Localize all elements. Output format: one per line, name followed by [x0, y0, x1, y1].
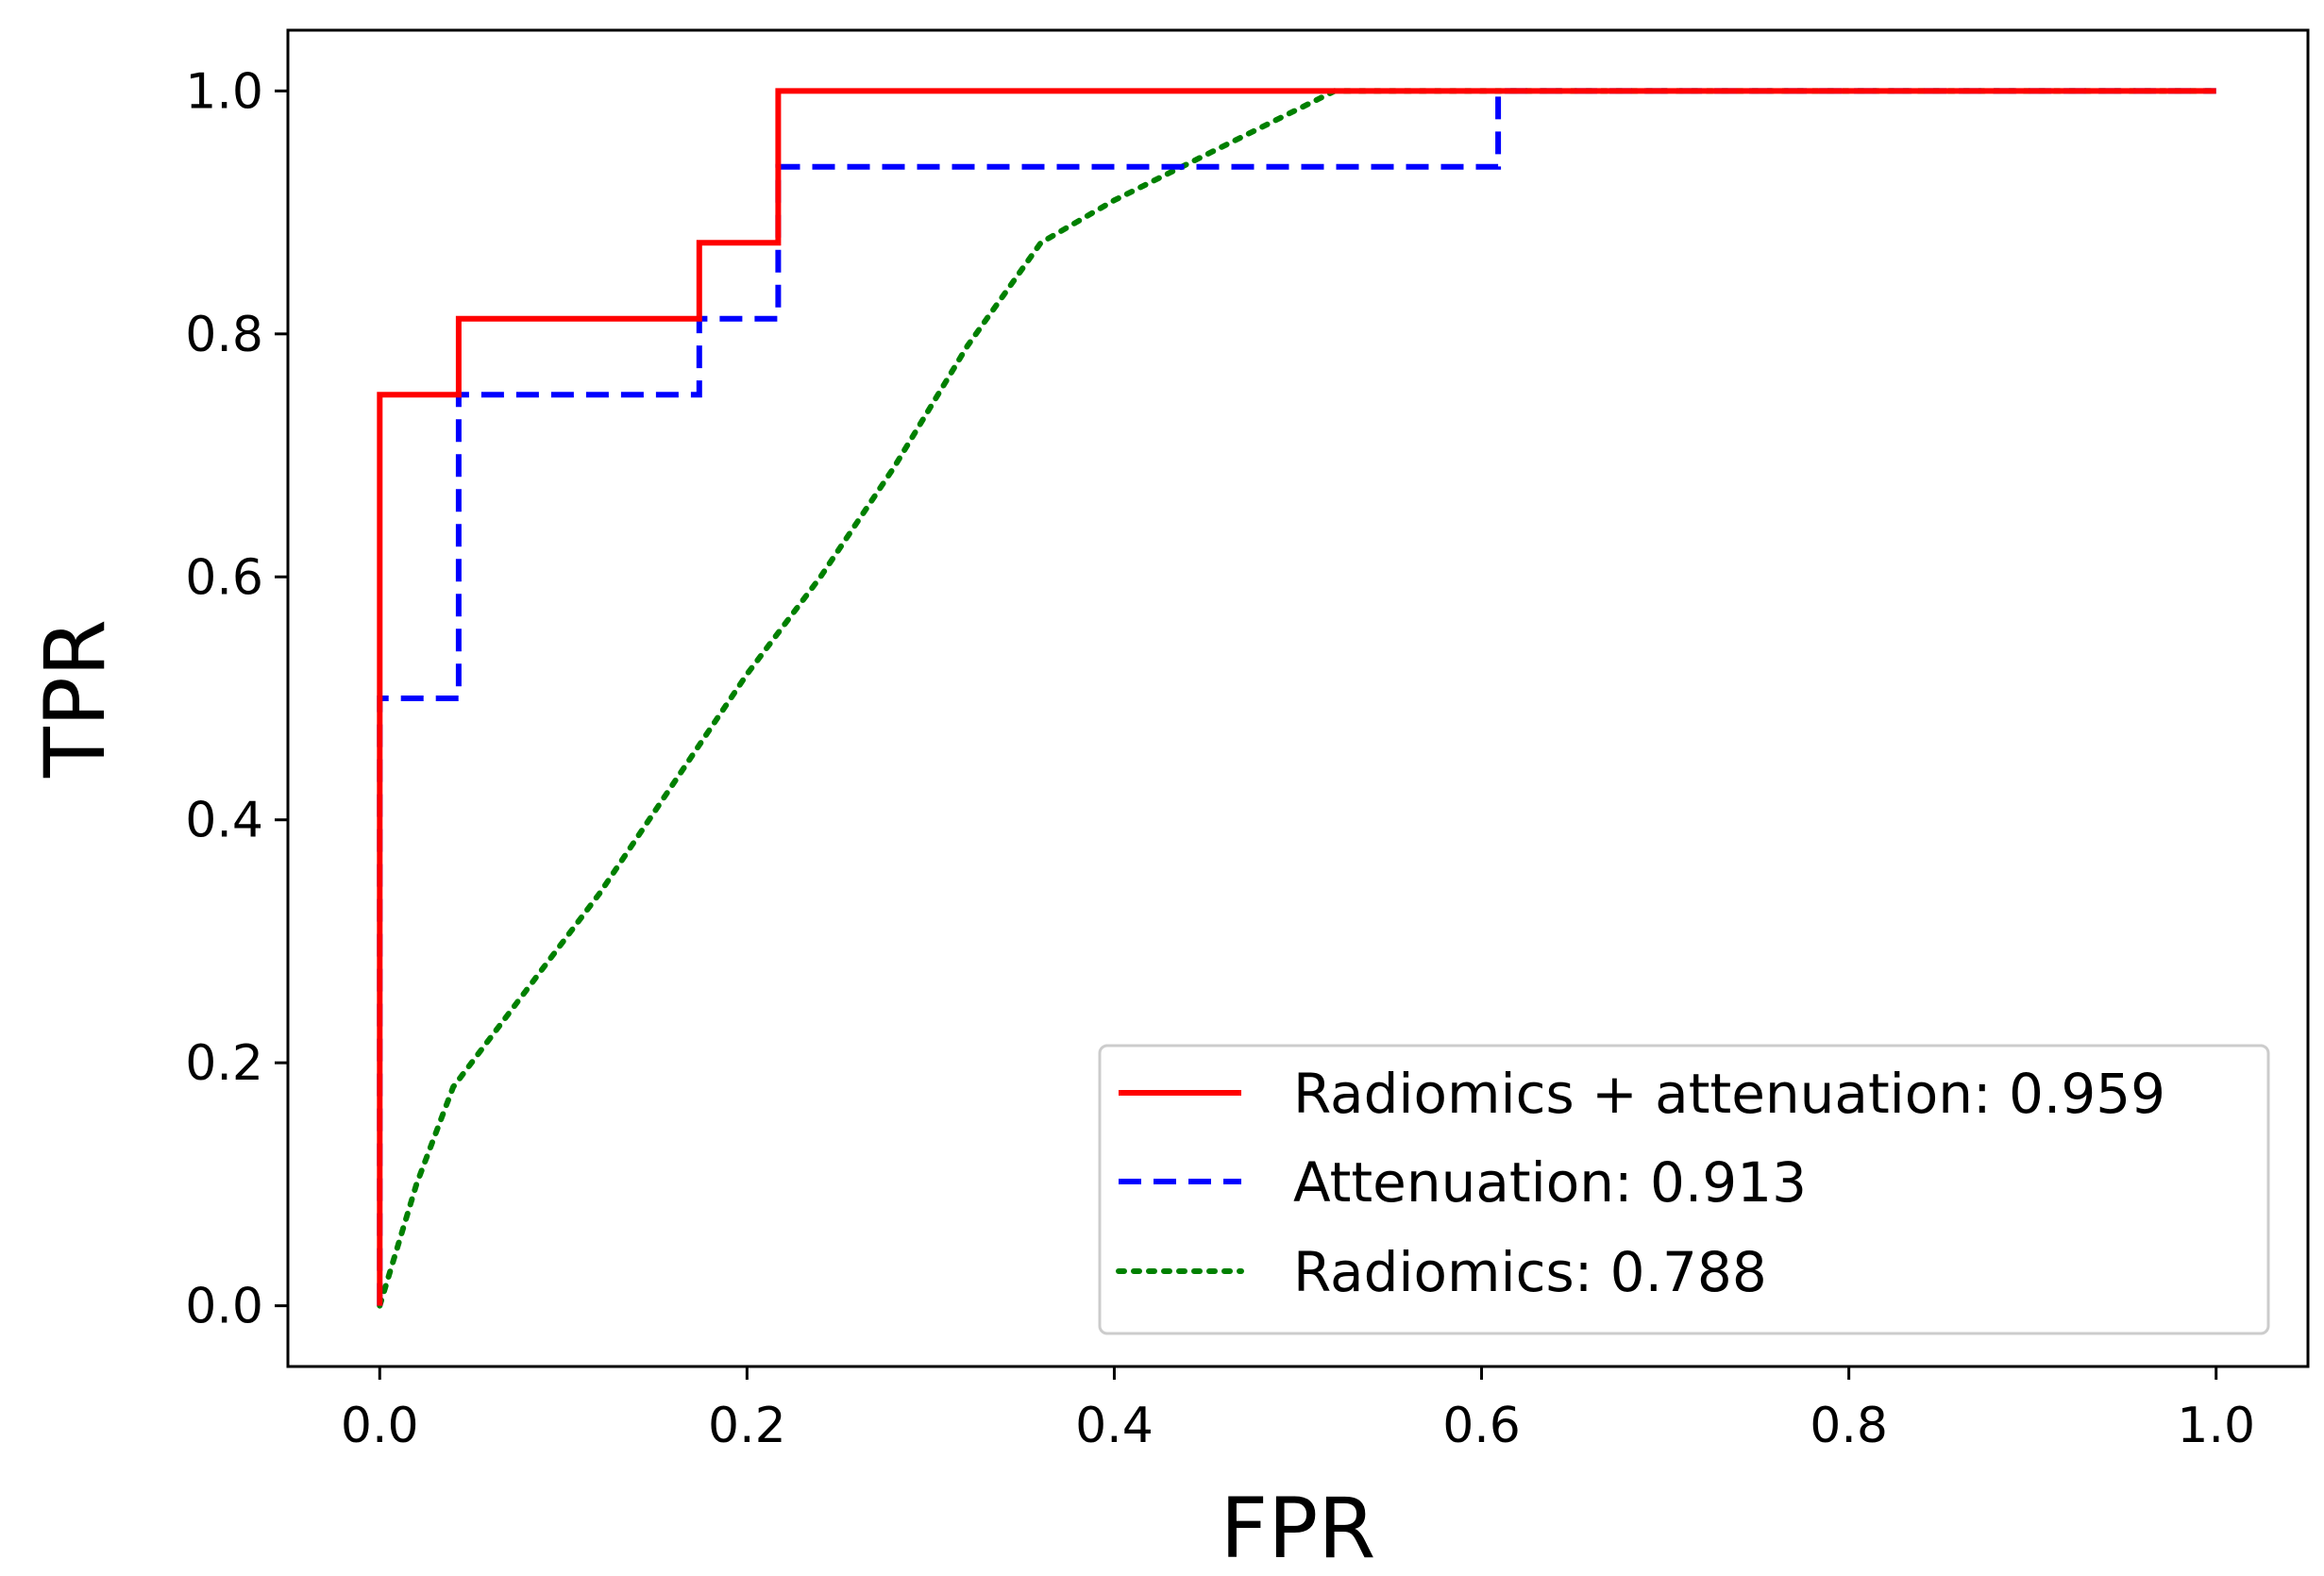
x-axis-ticks: 0.0 0.2 0.4 0.6 0.8 1.0 [341, 1366, 2255, 1454]
x-tick-label: 0.2 [708, 1398, 786, 1454]
x-tick-label: 0.0 [341, 1398, 419, 1454]
y-tick-label: 0.8 [185, 307, 263, 363]
legend-label-radiomics: Radiomics: 0.788 [1293, 1240, 1767, 1304]
y-tick-label: 0.6 [185, 549, 263, 606]
x-axis-label: FPR [1221, 1480, 1376, 1576]
y-tick-label: 0.4 [185, 793, 263, 849]
x-tick-label: 0.8 [1810, 1398, 1888, 1454]
legend: Radiomics + attenuation: 0.959 Attenuati… [1098, 1044, 2270, 1335]
series-radiomics-attenuation [377, 88, 2216, 1306]
legend-label-radiomics-attenuation: Radiomics + attenuation: 0.959 [1293, 1062, 2165, 1126]
legend-box [1098, 1044, 2270, 1335]
y-tick-label: 0.2 [185, 1035, 263, 1092]
y-axis-ticks: 0.0 0.2 0.4 0.6 0.8 1.0 [185, 63, 288, 1335]
x-tick-label: 0.4 [1075, 1398, 1154, 1454]
y-axis-label: TPR [26, 619, 124, 779]
y-tick-label: 0.0 [185, 1279, 263, 1335]
x-tick-label: 1.0 [2177, 1398, 2255, 1454]
y-tick-label: 1.0 [185, 63, 263, 120]
x-tick-label: 0.6 [1442, 1398, 1521, 1454]
series-layer [377, 88, 2219, 1309]
legend-label-attenuation: Attenuation: 0.913 [1293, 1150, 1807, 1215]
